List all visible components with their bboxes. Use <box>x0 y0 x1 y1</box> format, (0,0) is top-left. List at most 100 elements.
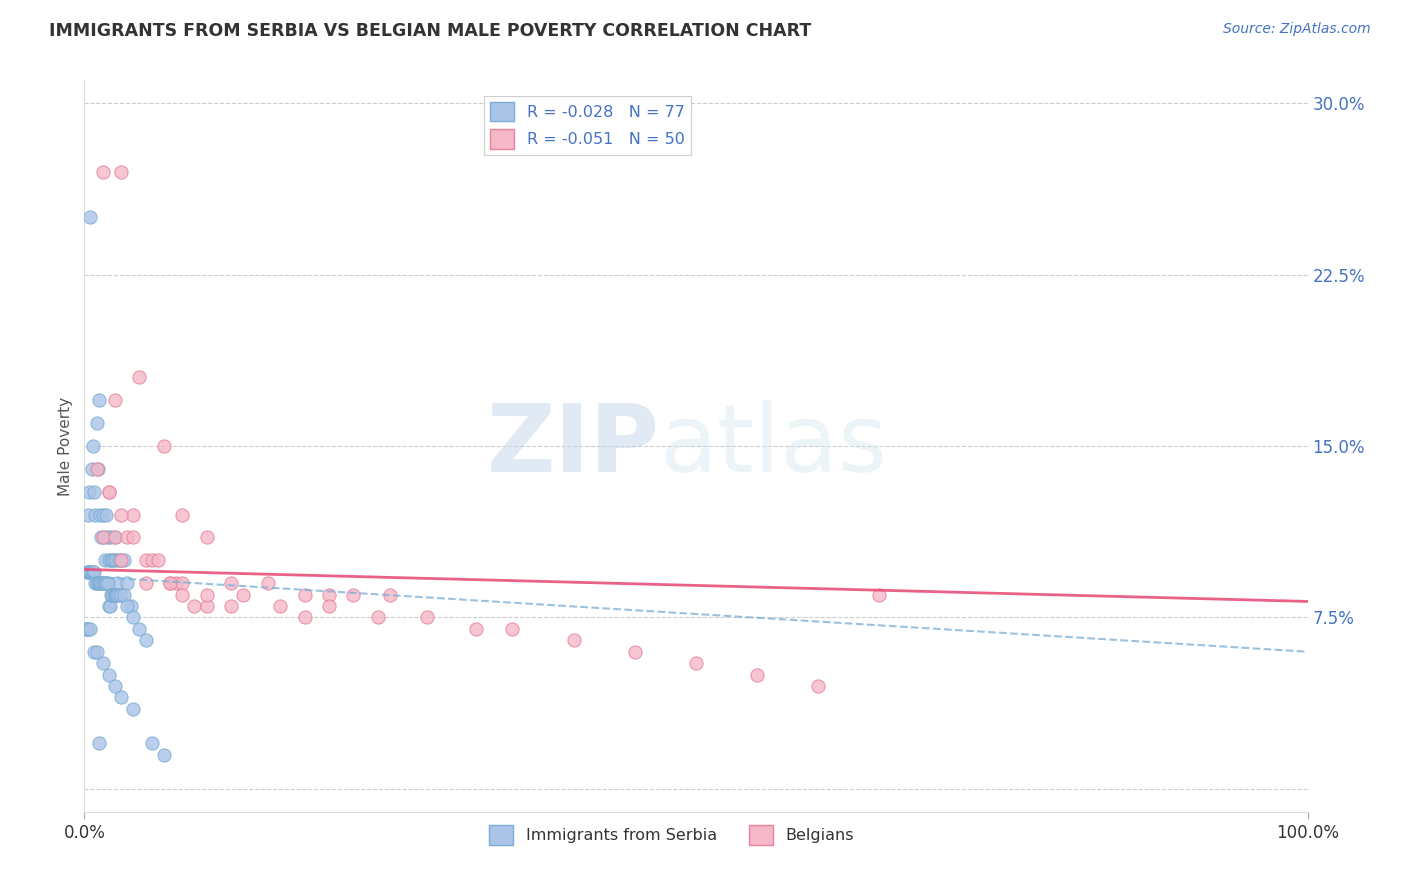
Text: IMMIGRANTS FROM SERBIA VS BELGIAN MALE POVERTY CORRELATION CHART: IMMIGRANTS FROM SERBIA VS BELGIAN MALE P… <box>49 22 811 40</box>
Point <box>685 656 707 670</box>
Point <box>122 530 145 544</box>
Point <box>103 588 125 602</box>
Point <box>128 622 150 636</box>
Point <box>97 530 120 544</box>
Point <box>91 576 114 591</box>
Point <box>97 553 120 567</box>
Point <box>77 508 100 522</box>
Point <box>502 622 524 636</box>
Point <box>195 599 218 613</box>
Point <box>97 484 120 499</box>
Point <box>94 576 117 591</box>
Point <box>122 508 145 522</box>
Point <box>416 610 439 624</box>
Point <box>318 588 340 602</box>
Point <box>219 599 242 613</box>
Point <box>257 576 280 591</box>
Point <box>91 530 114 544</box>
Point <box>87 736 110 750</box>
Y-axis label: Male Poverty: Male Poverty <box>58 396 73 496</box>
Point <box>135 633 157 648</box>
Point <box>86 416 108 430</box>
Point <box>79 565 101 579</box>
Point <box>79 622 101 636</box>
Point <box>93 530 115 544</box>
Point <box>105 553 128 567</box>
Point <box>269 599 291 613</box>
Point <box>380 588 402 602</box>
Point <box>96 508 118 522</box>
Point <box>141 553 163 567</box>
Point <box>342 588 364 602</box>
Point <box>101 588 124 602</box>
Point <box>294 610 316 624</box>
Point <box>122 702 145 716</box>
Point <box>464 622 486 636</box>
Point <box>153 439 176 453</box>
Point <box>110 164 132 178</box>
Point <box>624 645 647 659</box>
Point <box>107 553 129 567</box>
Point <box>97 576 120 591</box>
Point <box>101 553 124 567</box>
Point <box>122 610 145 624</box>
Point <box>110 588 132 602</box>
Point <box>135 576 157 591</box>
Point <box>110 553 132 567</box>
Point <box>91 164 114 178</box>
Point <box>80 462 103 476</box>
Point <box>112 588 135 602</box>
Point <box>172 576 194 591</box>
Point <box>96 576 118 591</box>
Point <box>76 622 98 636</box>
Point <box>153 747 176 762</box>
Point <box>80 565 103 579</box>
Point <box>146 553 169 567</box>
Point <box>90 576 112 591</box>
Point <box>110 690 132 705</box>
Point <box>76 565 98 579</box>
Point <box>105 588 128 602</box>
Point <box>82 439 104 453</box>
Point <box>77 484 100 499</box>
Point <box>115 599 138 613</box>
Point <box>77 565 100 579</box>
Point <box>97 667 120 681</box>
Point <box>79 211 101 225</box>
Point <box>97 599 120 613</box>
Point <box>87 576 110 591</box>
Point <box>94 553 117 567</box>
Point <box>107 588 129 602</box>
Point <box>86 645 108 659</box>
Point <box>104 393 127 408</box>
Point <box>115 530 138 544</box>
Point <box>89 576 111 591</box>
Point <box>100 588 122 602</box>
Point <box>77 622 100 636</box>
Point <box>104 679 127 693</box>
Point <box>141 736 163 750</box>
Point <box>93 576 115 591</box>
Point <box>869 588 891 602</box>
Point <box>807 679 830 693</box>
Point <box>83 484 105 499</box>
Point <box>135 553 157 567</box>
Point <box>91 508 114 522</box>
Point <box>195 588 218 602</box>
Point <box>83 565 105 579</box>
Point <box>98 530 121 544</box>
Point <box>367 610 389 624</box>
Point <box>195 530 218 544</box>
Point <box>82 565 104 579</box>
Point <box>294 588 316 602</box>
Point <box>86 576 108 591</box>
Point <box>87 393 110 408</box>
Point <box>104 530 127 544</box>
Point <box>104 588 127 602</box>
Point <box>103 553 125 567</box>
Point <box>89 508 111 522</box>
Point <box>98 599 121 613</box>
Point <box>115 576 138 591</box>
Point <box>120 599 142 613</box>
Point <box>172 588 194 602</box>
